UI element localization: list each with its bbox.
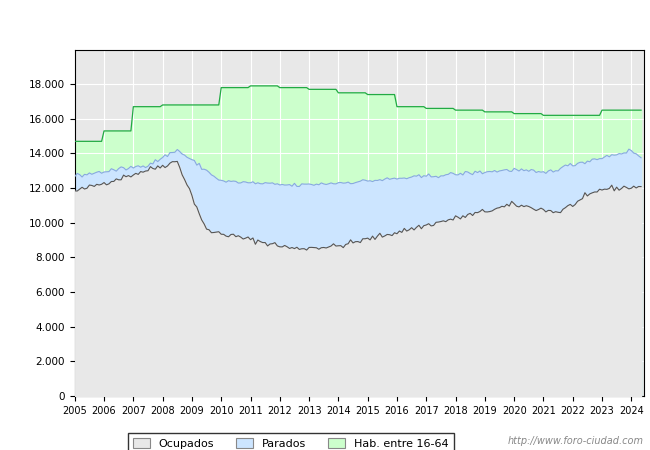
Text: Onda - Evolucion de la poblacion en edad de Trabajar Mayo de 2024: Onda - Evolucion de la poblacion en edad… xyxy=(98,15,552,28)
Legend: Ocupados, Parados, Hab. entre 16-64: Ocupados, Parados, Hab. entre 16-64 xyxy=(127,433,454,450)
Text: http://www.foro-ciudad.com: http://www.foro-ciudad.com xyxy=(508,436,644,446)
